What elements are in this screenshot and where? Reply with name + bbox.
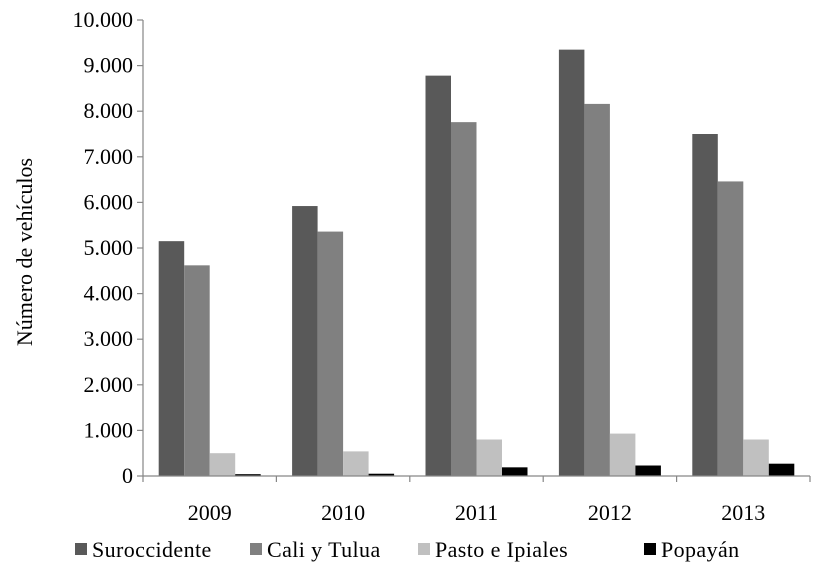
- bar-3-2012: [609, 433, 636, 476]
- bar-3-2013: [743, 439, 769, 476]
- bar-1-2013: [692, 134, 718, 476]
- bar-3-2011: [476, 439, 502, 476]
- bar-1-2009: [158, 241, 185, 476]
- legend-label-4: Popayán: [661, 537, 740, 562]
- legend-swatch-2: [250, 543, 262, 555]
- x-tick-label: 2012: [588, 500, 632, 525]
- labels-layer: 0 1.000 2.000 3.000 4.000 5.000 6.000 7.000 8.00…: [73, 7, 766, 525]
- bar-1-2012: [558, 49, 585, 476]
- legend-swatch-4: [644, 543, 656, 555]
- y-tick-label: 1.000: [84, 417, 134, 442]
- y-axis-label: Número de vehículos: [12, 158, 37, 346]
- legend-label-3: Pasto e Ipiales: [435, 537, 568, 562]
- y-tick-label: 4.000: [84, 281, 134, 306]
- bar-2-2012: [584, 103, 610, 477]
- bar-4-2013: [768, 463, 795, 476]
- legend-swatch-1: [75, 543, 87, 555]
- bar-2-2009: [184, 265, 210, 476]
- bar-4-2010: [368, 473, 395, 476]
- bar-3-2009: [209, 453, 236, 476]
- x-tick-label: 2011: [455, 500, 498, 525]
- y-tick-label: 0: [122, 463, 133, 488]
- y-tick-label: 2.000: [84, 372, 134, 397]
- bar-1-2010: [292, 206, 318, 477]
- legend-swatch-3: [418, 543, 430, 555]
- axes-layer: [137, 19, 811, 482]
- bars-layer: [158, 49, 795, 477]
- legend: Suroccidente Cali y Tulua Pasto e Ipiales P…: [75, 537, 740, 562]
- bar-2-2010: [317, 231, 344, 476]
- legend-label-1: Suroccidente: [92, 537, 212, 562]
- y-tick-label: 3.000: [84, 326, 134, 351]
- bar-1-2011: [425, 75, 451, 476]
- x-tick-label: 2009: [188, 500, 232, 525]
- bar-4-2011: [502, 467, 528, 476]
- y-tick-label: 7.000: [84, 144, 134, 169]
- bar-2-2013: [717, 181, 744, 477]
- x-tick-label: 2013: [721, 500, 765, 525]
- bar-2-2011: [451, 122, 477, 476]
- bar-3-2010: [343, 451, 369, 476]
- legend-label-2: Cali y Tulua: [267, 537, 381, 562]
- bar-4-2009: [235, 474, 261, 476]
- y-tick-label: 5.000: [84, 235, 134, 260]
- y-tick-label: 9.000: [84, 53, 134, 78]
- x-tick-label: 2010: [321, 500, 365, 525]
- bar-4-2012: [635, 465, 661, 476]
- y-tick-label: 10.000: [73, 7, 134, 32]
- y-tick-label: 8.000: [84, 98, 134, 123]
- y-tick-label: 6.000: [84, 189, 134, 214]
